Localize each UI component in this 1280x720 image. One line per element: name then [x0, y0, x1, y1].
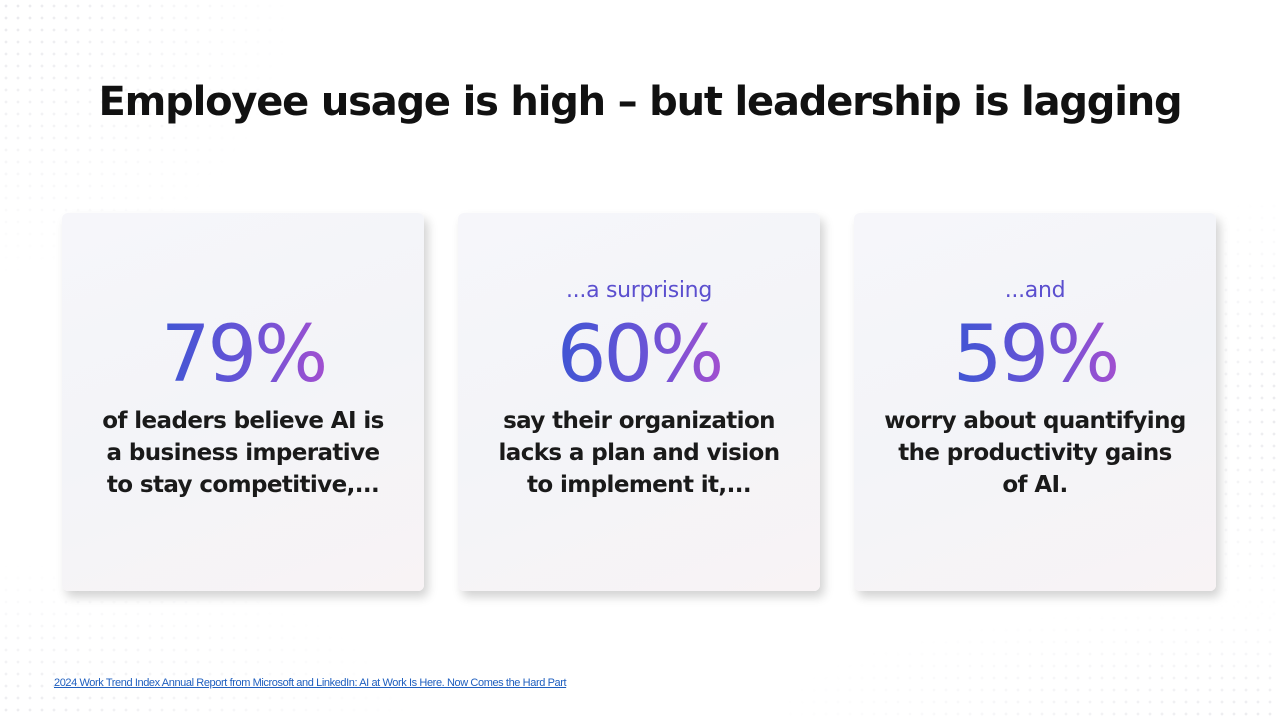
slide-title: Employee usage is high – but leadership …: [98, 79, 1183, 125]
card-stat-value: 60%: [458, 305, 820, 405]
source-report-link[interactable]: 2024 Work Trend Index Annual Report from…: [54, 677, 567, 689]
stat-card-quantify-gains: ...and 59% worry about quantifying the p…: [854, 213, 1216, 591]
stat-number: 79%: [160, 310, 328, 400]
card-description: worry about quantifying the productivity…: [884, 408, 1186, 498]
stat-card-leaders-believe: 79% of leaders believe AI is a business …: [62, 213, 424, 591]
card-stat-value: 59%: [854, 305, 1216, 405]
stat-cards: 79% of leaders believe AI is a business …: [62, 213, 1216, 591]
card-lead-text: ...and: [1004, 278, 1066, 303]
card-lead-text: ...a surprising: [565, 278, 712, 303]
stat-number: 60%: [556, 310, 724, 400]
stat-card-lacks-plan: ...a surprising 60% say their organizati…: [458, 213, 820, 591]
dot-pattern-decoration: [760, 600, 1280, 720]
stat-number: 59%: [952, 310, 1120, 400]
card-description: of leaders believe AI is a business impe…: [102, 408, 384, 498]
card-description: say their organization lacks a plan and …: [498, 408, 781, 498]
card-stat-value: 79%: [62, 305, 424, 405]
